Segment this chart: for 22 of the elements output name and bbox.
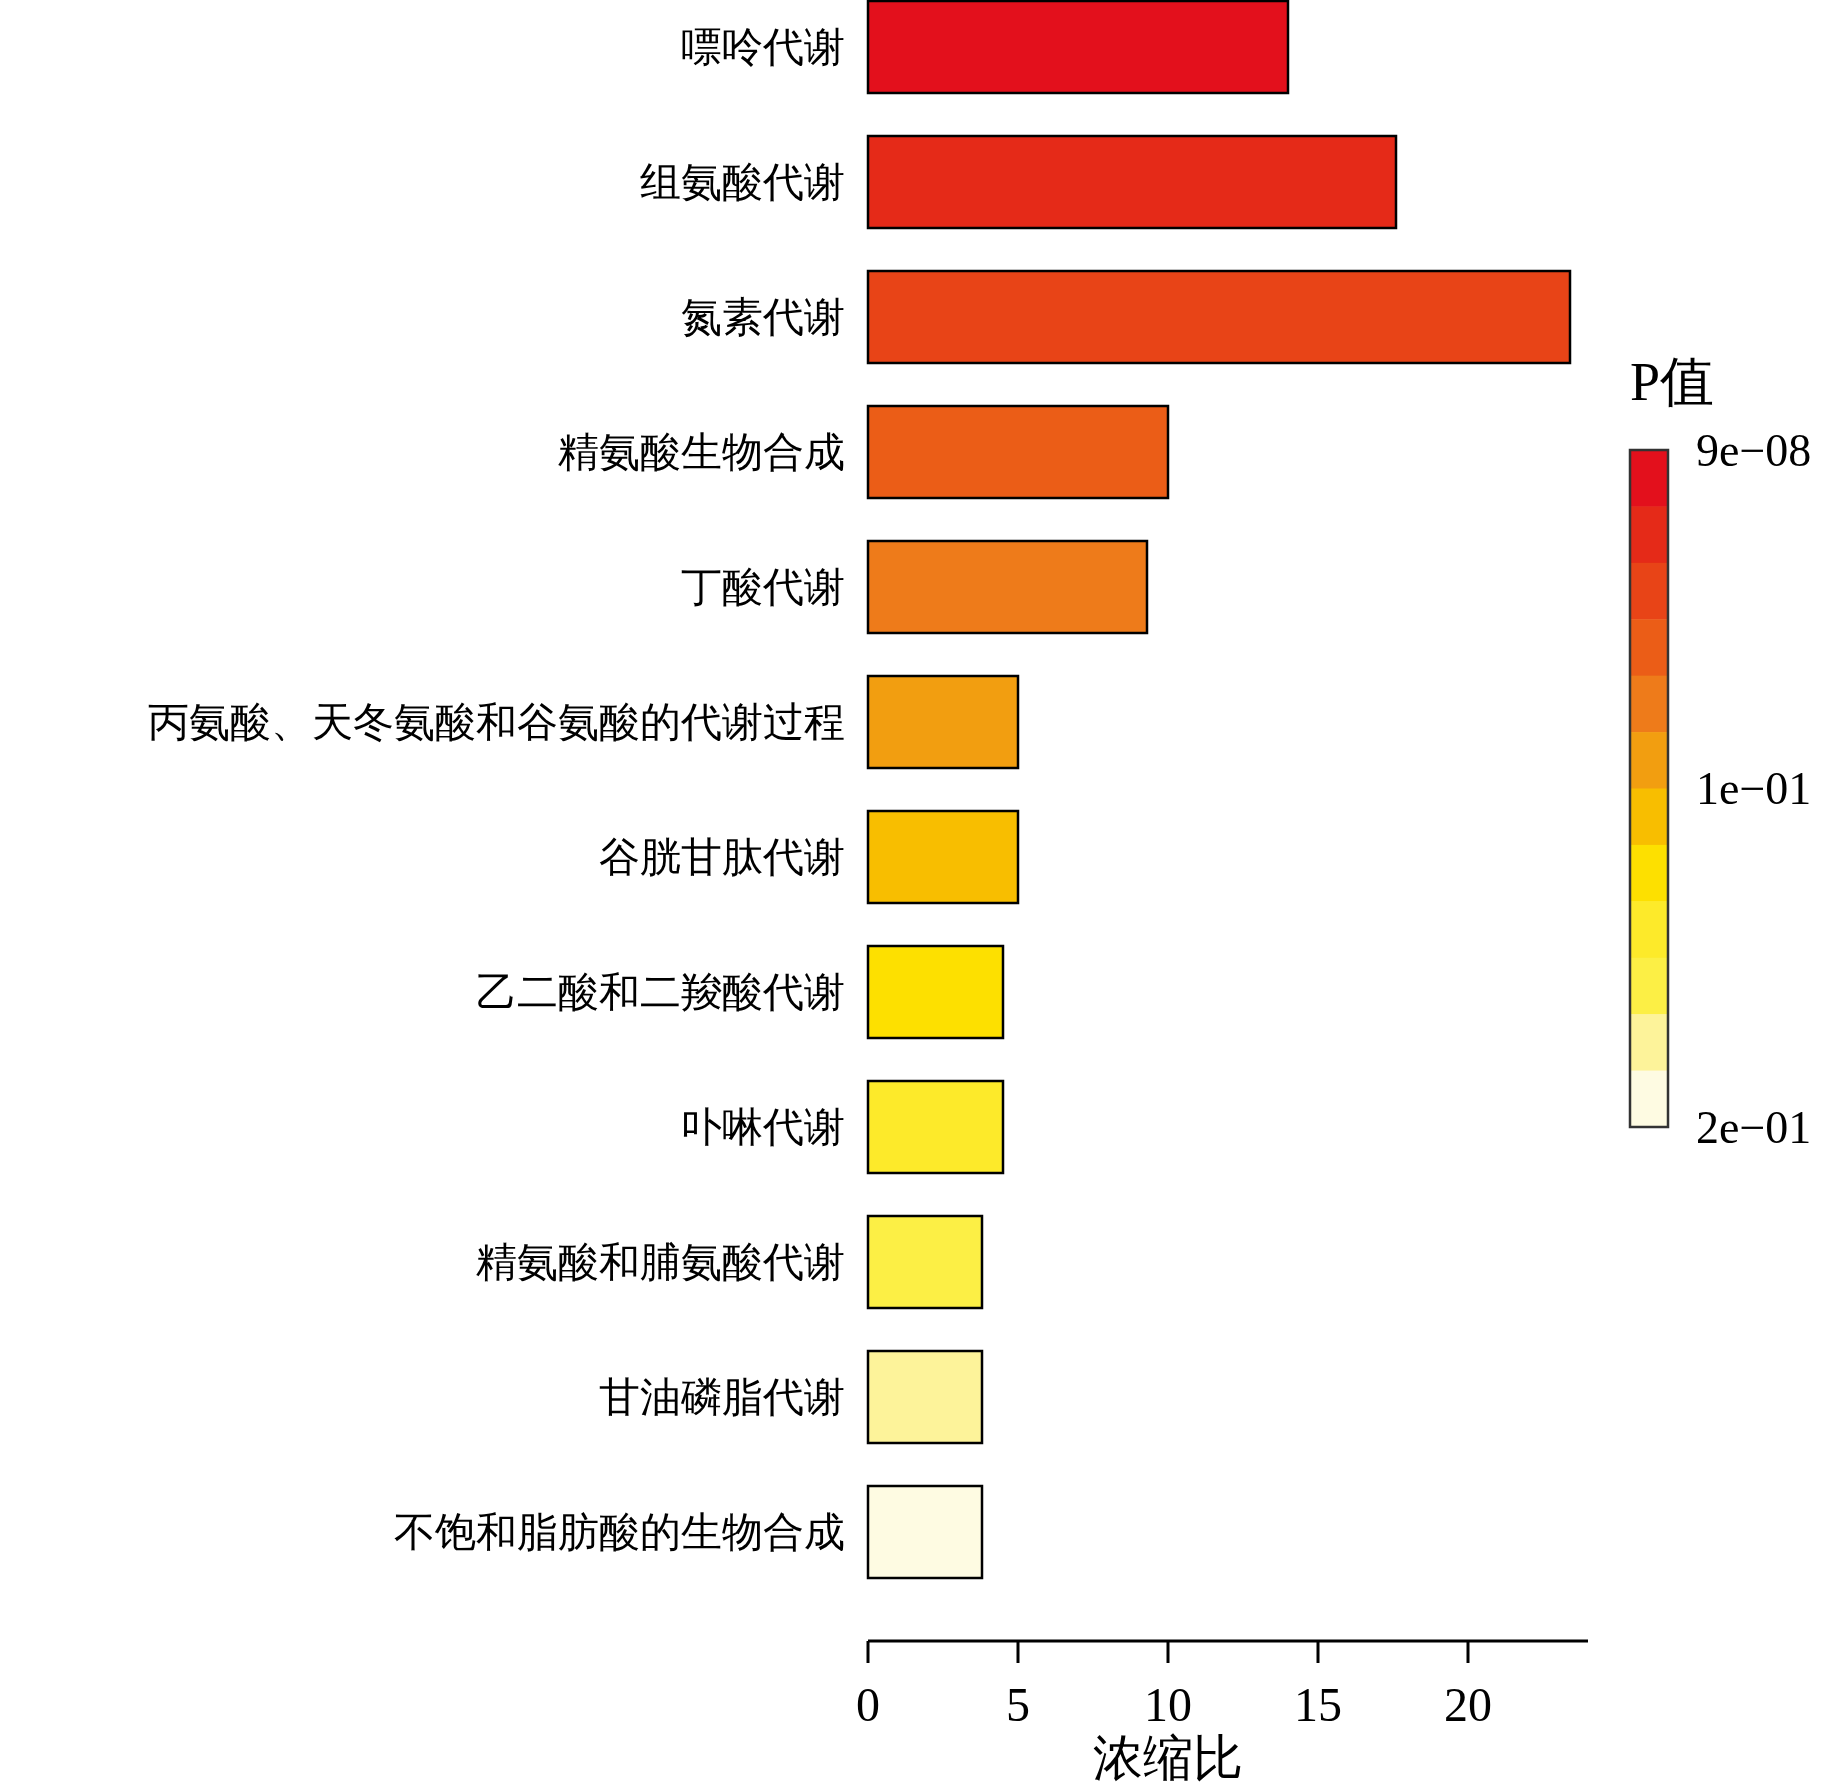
color-bar-label: 2e−01 — [1696, 1102, 1812, 1153]
y-tick-label: 甘油磷脂代谢 — [599, 1374, 845, 1420]
y-tick-label: 乙二酸和二羧酸代谢 — [476, 969, 845, 1015]
x-tick-label: 5 — [1006, 1678, 1030, 1731]
x-tick-label: 15 — [1294, 1678, 1342, 1731]
y-tick-label: 不饱和脂肪酸的生物合成 — [394, 1509, 845, 1555]
y-tick-label: 嘌呤代谢 — [681, 24, 845, 70]
y-tick-label: 谷胱甘肽代谢 — [599, 834, 845, 880]
color-bar-label: 1e−01 — [1696, 763, 1812, 815]
x-tick-label: 0 — [856, 1678, 880, 1731]
y-tick-label: 精氨酸和脯氨酸代谢 — [476, 1239, 845, 1285]
y-tick-label: 精氨酸生物合成 — [558, 429, 845, 475]
y-tick-label: 氮素代谢 — [681, 294, 845, 340]
color-bar-label: 9e−08 — [1696, 425, 1812, 476]
x-tick-label: 20 — [1444, 1678, 1492, 1731]
y-tick-label: 丙氨酸、天冬氨酸和谷氨酸的代谢过程 — [148, 699, 845, 745]
y-tick-label: 组氨酸代谢 — [640, 159, 845, 205]
x-tick-label: 10 — [1144, 1678, 1192, 1731]
y-tick-label: 卟啉代谢 — [681, 1104, 845, 1150]
y-tick-label: 丁酸代谢 — [681, 564, 845, 610]
x-axis-title: 浓缩比 — [1093, 1730, 1243, 1786]
color-bar-title: P值 — [1630, 352, 1715, 412]
